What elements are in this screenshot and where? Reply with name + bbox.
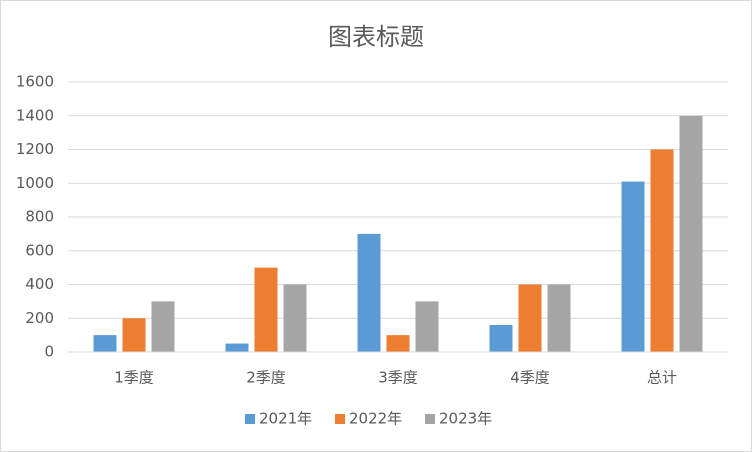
y-tick-label: 600 — [25, 241, 54, 259]
bar — [283, 284, 307, 352]
y-tick-label: 200 — [25, 309, 54, 327]
x-tick-label: 总计 — [647, 369, 677, 387]
bar — [254, 267, 278, 352]
legend-swatch — [425, 414, 435, 424]
y-tick-label: 800 — [25, 208, 54, 226]
bar — [225, 343, 249, 352]
legend-label: 2021年 — [259, 410, 312, 428]
chart-title: 图表标题 — [328, 23, 424, 51]
legend-swatch — [245, 414, 255, 424]
legend-label: 2022年 — [349, 410, 402, 428]
y-tick-label: 400 — [25, 275, 54, 293]
y-tick-label: 1200 — [16, 140, 54, 158]
bar — [489, 325, 513, 352]
legend-label: 2023年 — [439, 410, 492, 428]
y-tick-label: 1600 — [16, 73, 54, 91]
bar — [357, 233, 381, 352]
bar — [621, 181, 645, 352]
x-tick-label: 2季度 — [246, 369, 286, 387]
bar — [415, 301, 439, 352]
bar — [518, 284, 542, 352]
bar — [386, 335, 410, 352]
bar — [93, 335, 117, 352]
x-tick-label: 4季度 — [510, 369, 550, 387]
bar — [679, 115, 703, 352]
legend-swatch — [335, 414, 345, 424]
y-tick-label: 1000 — [16, 174, 54, 192]
y-tick-label: 1400 — [16, 106, 54, 124]
bar — [151, 301, 175, 352]
bar — [650, 149, 674, 352]
bar — [122, 318, 146, 352]
bar — [547, 284, 571, 352]
y-tick-label: 0 — [44, 343, 54, 361]
x-tick-label: 3季度 — [378, 369, 418, 387]
x-tick-label: 1季度 — [114, 369, 154, 387]
